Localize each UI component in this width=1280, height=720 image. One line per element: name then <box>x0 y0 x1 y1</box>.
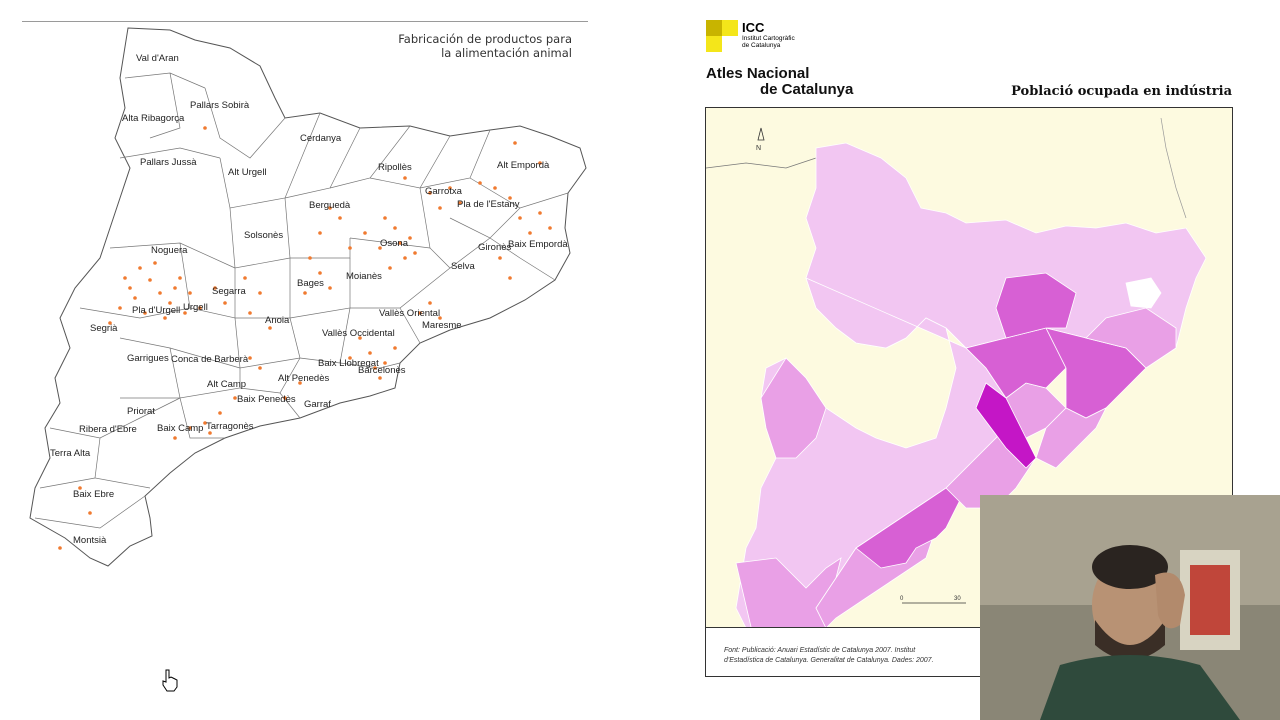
svg-text:N: N <box>756 145 761 152</box>
svg-text:Garraf: Garraf <box>304 399 331 410</box>
svg-text:Urgell: Urgell <box>183 302 208 313</box>
comarca-labels: Val d'Aran Pallars Sobirà Alta Ribagorça… <box>50 53 568 546</box>
left-map-title: Fabricación de productos para la aliment… <box>398 32 572 60</box>
north-arrow: N <box>756 127 765 152</box>
industry-points <box>58 126 552 550</box>
svg-text:Ribera d'Ebre: Ribera d'Ebre <box>79 424 137 435</box>
svg-text:Selva: Selva <box>451 261 475 272</box>
svg-text:Bages: Bages <box>297 278 324 289</box>
catalonia-outline <box>29 27 587 567</box>
scale-bar: 0 30 <box>900 596 966 604</box>
svg-text:Barcelonès: Barcelonès <box>358 365 406 376</box>
comarca-borders <box>34 72 569 529</box>
svg-text:Segrià: Segrià <box>90 323 118 334</box>
svg-text:Segarra: Segarra <box>212 286 247 297</box>
svg-text:Val d'Aran: Val d'Aran <box>136 53 179 64</box>
svg-text:Baix Llobregat: Baix Llobregat <box>318 358 379 369</box>
svg-text:Montsià: Montsià <box>73 535 107 546</box>
svg-text:Alt Urgell: Alt Urgell <box>228 167 267 178</box>
svg-text:Conca de Barberà: Conca de Barberà <box>171 354 249 365</box>
svg-text:Priorat: Priorat <box>127 406 155 417</box>
svg-text:30: 30 <box>954 596 961 602</box>
svg-text:0: 0 <box>900 596 904 602</box>
svg-text:Osona: Osona <box>380 238 409 249</box>
svg-text:Pla de l'Estany: Pla de l'Estany <box>457 199 520 210</box>
svg-text:Moianès: Moianès <box>346 271 382 282</box>
atlas-title: Atles Nacional de Catalunya <box>706 65 854 98</box>
svg-text:Terra Alta: Terra Alta <box>50 448 91 459</box>
webcam-overlay <box>980 495 1280 720</box>
svg-text:Pallars Sobirà: Pallars Sobirà <box>190 100 250 111</box>
map-title: Població ocupada en indústria <box>1011 84 1232 99</box>
svg-text:Vallès Oriental: Vallès Oriental <box>379 308 440 319</box>
svg-text:Baix Empordà: Baix Empordà <box>508 239 568 250</box>
svg-text:Garrotxa: Garrotxa <box>425 186 463 197</box>
svg-text:Maresme: Maresme <box>422 320 462 331</box>
svg-text:Alt Penedès: Alt Penedès <box>278 373 329 384</box>
svg-text:Pallars Jussà: Pallars Jussà <box>140 157 197 168</box>
coastline-france <box>706 157 817 169</box>
svg-text:Alt Camp: Alt Camp <box>207 379 246 390</box>
catalonia-comarques-map: Val d'Aran Pallars Sobirà Alta Ribagorça… <box>29 27 587 567</box>
svg-text:Tarragonès: Tarragonès <box>206 421 254 432</box>
svg-text:Berguedà: Berguedà <box>309 200 351 211</box>
svg-text:Gironès: Gironès <box>478 242 512 253</box>
svg-text:Vallès Occidental: Vallès Occidental <box>322 328 395 339</box>
left-map-panel: Val d'Aran Pallars Sobirà Alta Ribagorça… <box>20 18 590 578</box>
svg-text:Baix Camp: Baix Camp <box>157 423 203 434</box>
comarca-regions <box>735 142 1207 676</box>
svg-text:Baix Ebre: Baix Ebre <box>73 489 114 500</box>
svg-text:Ripollès: Ripollès <box>378 162 412 173</box>
choropleth-map: N 0 30 <box>706 117 1207 676</box>
svg-text:Anoia: Anoia <box>265 315 290 326</box>
svg-text:Alta Ribagorça: Alta Ribagorça <box>122 113 185 124</box>
webcam-video-feed <box>980 495 1280 720</box>
hand-cursor-icon <box>162 669 178 692</box>
icc-logo: ICC Institut Cartogràfic de Catalunya <box>706 20 826 64</box>
svg-text:Solsonès: Solsonès <box>244 230 283 241</box>
svg-text:Cerdanya: Cerdanya <box>300 133 342 144</box>
svg-text:Pla d'Urgell: Pla d'Urgell <box>132 305 180 316</box>
svg-text:Alt Empordà: Alt Empordà <box>497 160 550 171</box>
svg-text:Baix Penedès: Baix Penedès <box>237 394 296 405</box>
svg-text:Noguera: Noguera <box>151 245 188 256</box>
top-rule <box>22 21 588 22</box>
svg-text:Garrigues: Garrigues <box>127 353 169 364</box>
